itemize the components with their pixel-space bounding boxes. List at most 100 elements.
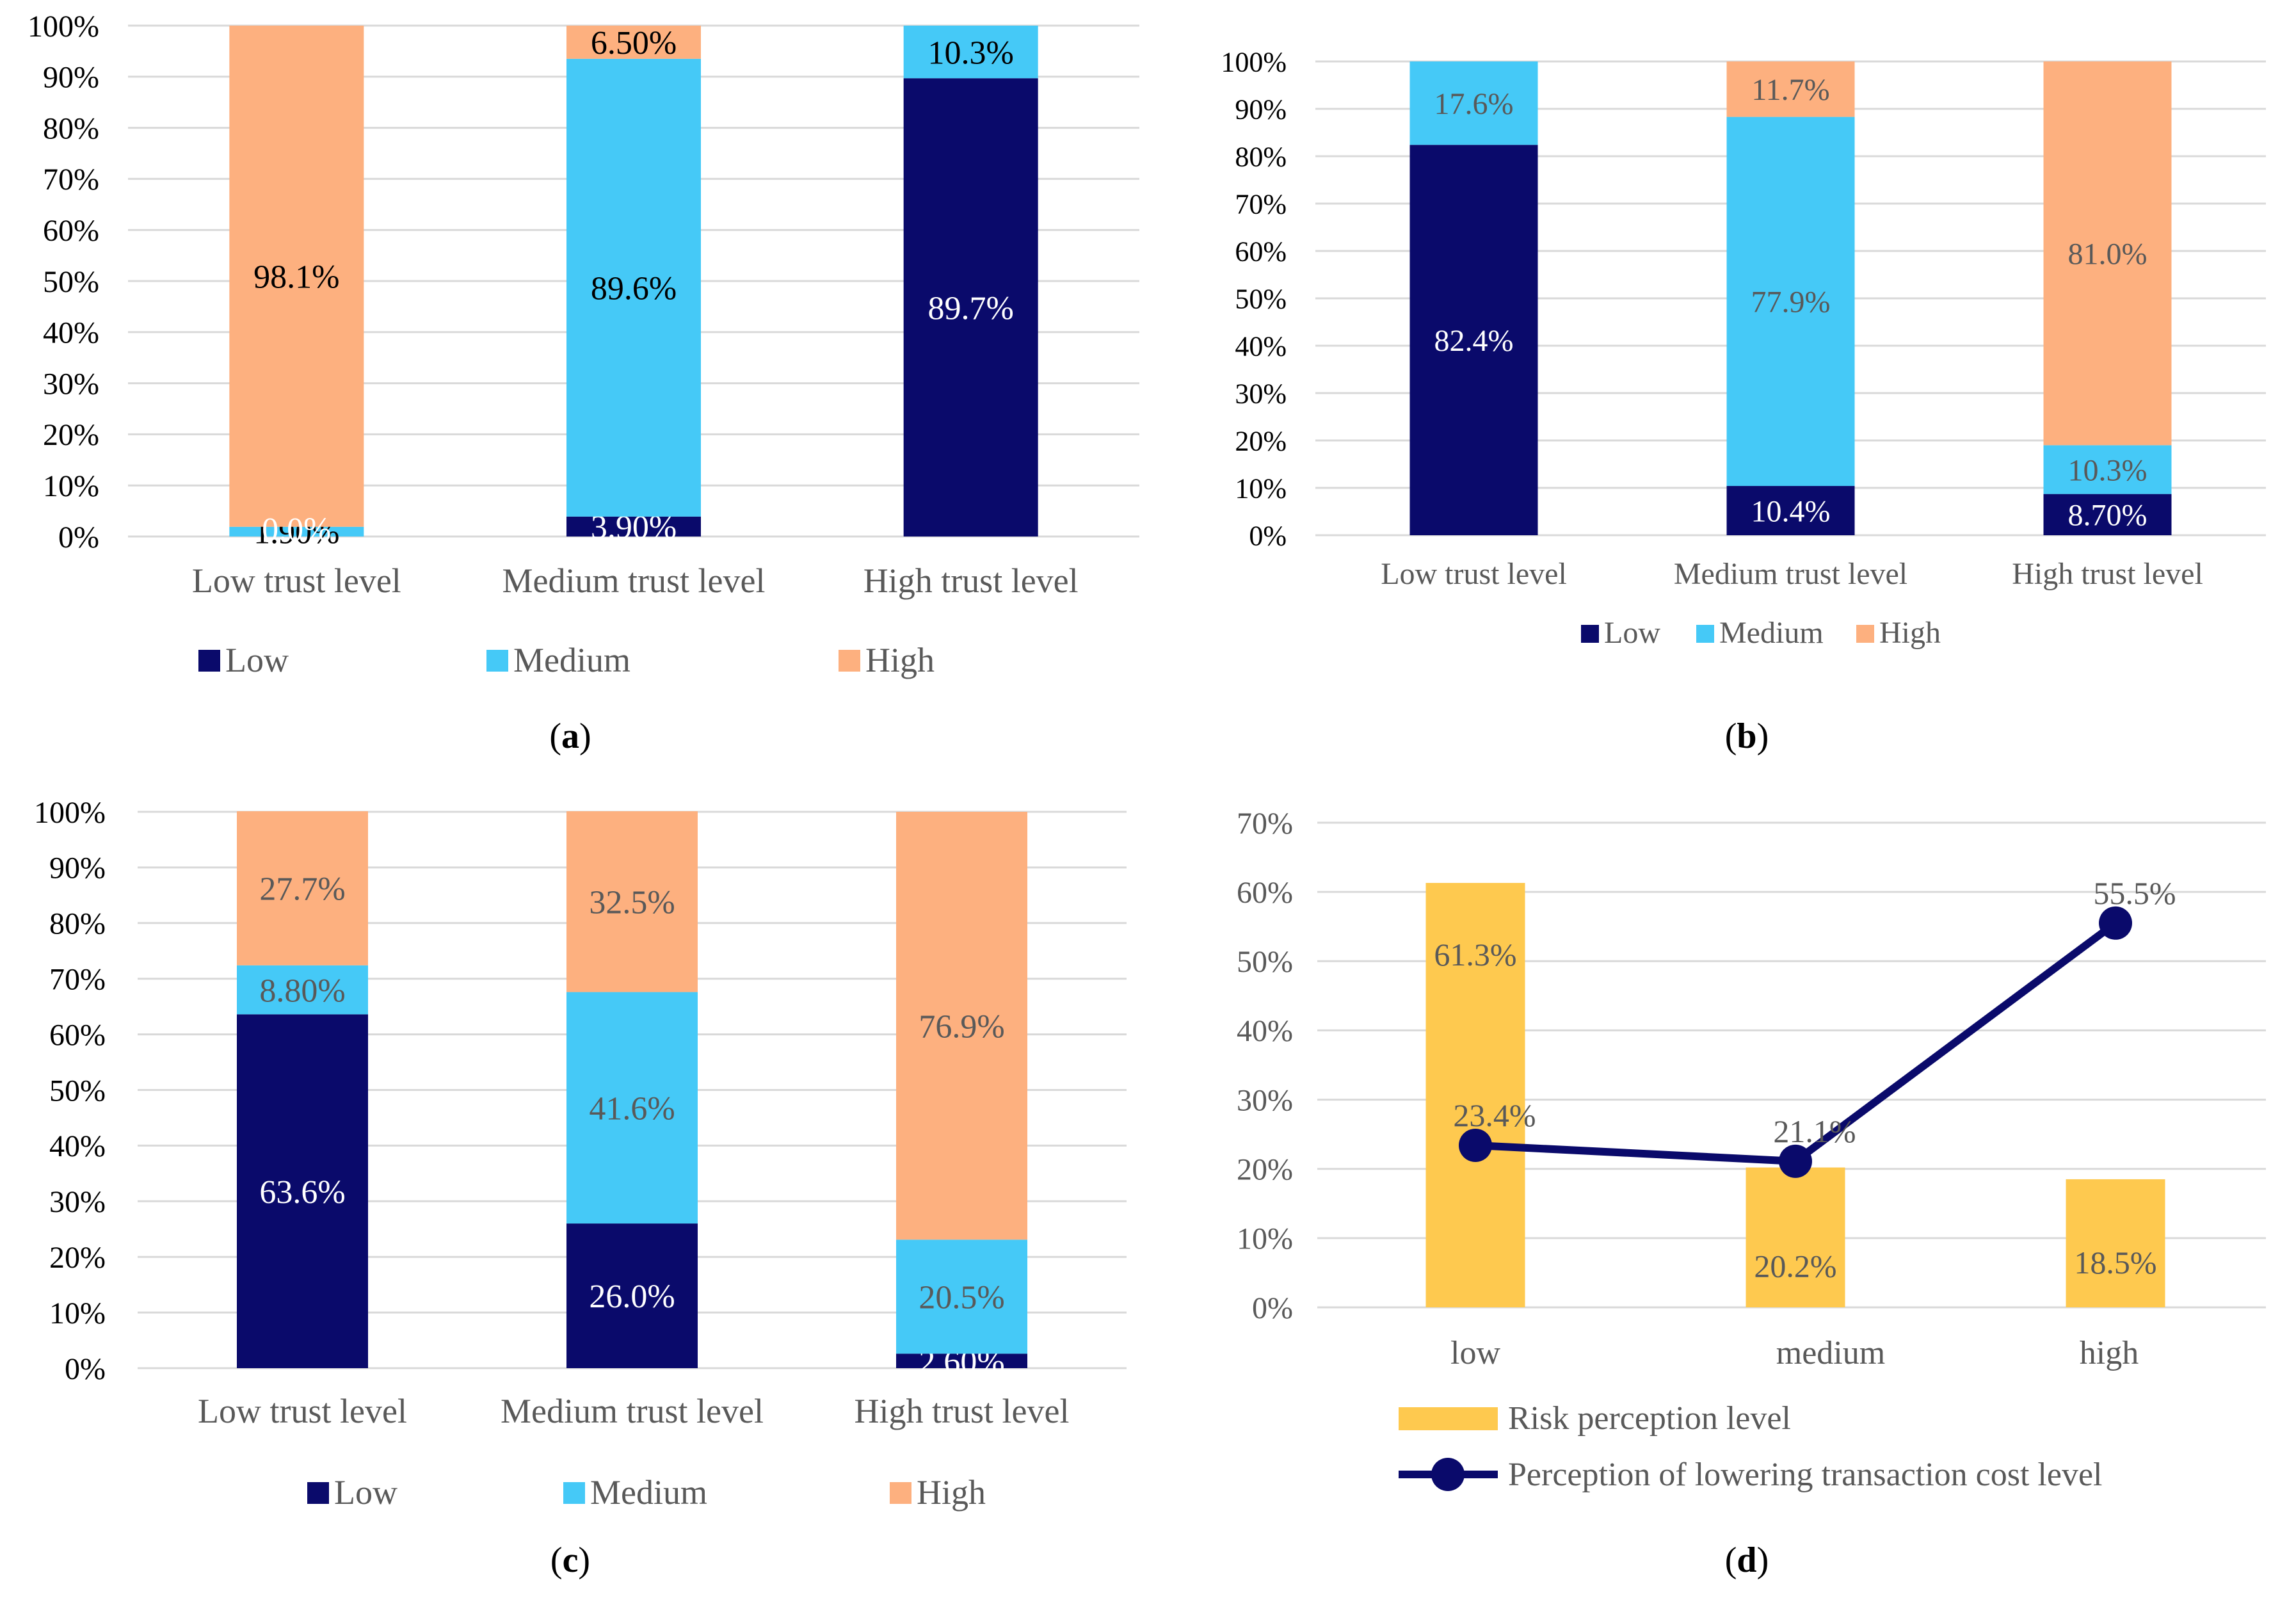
chart-d-legend-marker — [1431, 1458, 1465, 1491]
chart-d-line-label: 55.5% — [2093, 875, 2176, 911]
chart-a-data-label: 6.50% — [591, 25, 677, 61]
chart-c-data-label: 32.5% — [589, 885, 675, 921]
chart-d-category-label: medium — [1776, 1335, 1885, 1371]
chart-a-ytick-label: 90% — [43, 61, 99, 95]
chart-c-data-label: 63.6% — [259, 1174, 345, 1211]
chart-d-line-label: 21.1% — [1773, 1113, 1856, 1149]
caption-a-letter: a — [561, 716, 579, 756]
chart-d-legend-label: Perception of lowering transaction cost … — [1508, 1457, 2102, 1493]
chart-c-data-label: 41.6% — [589, 1091, 675, 1127]
chart-a-ytick-label: 60% — [43, 214, 99, 248]
chart-c-legend-label: High — [917, 1473, 986, 1512]
chart-c-bar-high-0 — [237, 811, 368, 965]
chart-a-ytick-label: 80% — [43, 111, 99, 145]
chart-c-ytick-label: 90% — [49, 851, 106, 885]
chart-d-data-label: 18.5% — [2074, 1245, 2156, 1280]
chart-d-line-point-1 — [1779, 1144, 1812, 1178]
caption-d-letter: d — [1737, 1540, 1757, 1580]
chart-b-legend-swatch-low — [1581, 625, 1599, 643]
chart-c-bar-high-2 — [896, 812, 1027, 1240]
caption-b: (b) — [1724, 716, 1769, 756]
chart-b-data-label: 10.4% — [1751, 494, 1831, 528]
chart-c-bar-medium-1 — [566, 992, 698, 1224]
chart-a-ytick-label: 70% — [43, 163, 99, 197]
chart-c-legend-swatch-medium — [563, 1482, 585, 1504]
chart-a-legend-label: Low — [225, 641, 289, 679]
chart-a-legend-swatch-high — [839, 650, 860, 672]
chart-d-line-label: 23.4% — [1453, 1097, 1536, 1133]
chart-b-legend-swatch-medium — [1696, 625, 1714, 643]
chart-d-legend-swatch-risk — [1399, 1407, 1498, 1430]
chart-b-ytick-label: 90% — [1235, 93, 1287, 125]
chart-a-ytick-label: 50% — [43, 265, 99, 299]
chart-a-ytick-label: 40% — [43, 316, 99, 350]
chart-c-data-label: 26.0% — [589, 1279, 675, 1315]
chart-c-legend-swatch-high — [890, 1482, 911, 1504]
chart-a-bar-low-2 — [903, 78, 1038, 537]
chart-a-category-label: Low trust level — [192, 561, 401, 600]
chart-b-data-label: 77.9% — [1751, 286, 1831, 319]
chart-b-bar-medium-2 — [2043, 445, 2172, 494]
chart-b-ytick-label: 100% — [1221, 46, 1287, 77]
chart-a-ytick-label: 100% — [28, 10, 99, 44]
caption-a: (a) — [549, 716, 591, 756]
chart-c-legend-label: Medium — [590, 1473, 707, 1512]
chart-d-line-point-0 — [1459, 1128, 1492, 1162]
chart-a-ytick-label: 10% — [43, 469, 99, 503]
chart-d-bar-risk-1 — [1746, 1167, 1845, 1307]
chart-a-ytick-label: 30% — [43, 367, 99, 401]
chart-d-ytick-label: 20% — [1237, 1153, 1293, 1187]
chart-b-bar-medium-1 — [1726, 117, 1855, 487]
chart-d-category-label: low — [1450, 1335, 1500, 1371]
chart-b-legend-label: Low — [1604, 616, 1660, 650]
chart-c-category-label: High trust level — [855, 1392, 1070, 1430]
chart-a-legend-swatch-medium — [486, 650, 508, 672]
chart-a-bar-low-1 — [566, 516, 701, 537]
chart-b-bar-low-2 — [2043, 494, 2172, 535]
chart-c-ytick-label: 100% — [34, 796, 106, 830]
chart-a-category-label: High trust level — [863, 561, 1079, 600]
chart-b-bar-low-0 — [1409, 145, 1538, 536]
chart-d-legend-label: Risk perception level — [1508, 1400, 1791, 1437]
chart-b-ytick-label: 60% — [1235, 236, 1287, 267]
chart-c-ytick-label: 20% — [49, 1241, 106, 1275]
chart-a-legend-label: Medium — [513, 641, 630, 679]
chart-a-data-label: 10.3% — [928, 35, 1014, 71]
chart-a-ytick-label: 0% — [58, 521, 99, 554]
chart-b-ytick-label: 40% — [1235, 330, 1287, 362]
chart-b-ytick-label: 50% — [1235, 283, 1287, 314]
chart-b-legend-swatch-high — [1856, 625, 1874, 643]
caption-c: (c) — [550, 1540, 591, 1580]
chart-a-bar-high-1 — [566, 26, 701, 59]
chart-c-bar-low-0 — [237, 1014, 368, 1368]
chart-d-ytick-label: 70% — [1237, 807, 1293, 841]
chart-c-category-label: Low trust level — [198, 1392, 407, 1430]
chart-b-bar-medium-0 — [1409, 61, 1538, 145]
caption-c-letter: c — [562, 1540, 579, 1580]
chart-c-ytick-label: 80% — [49, 907, 106, 941]
chart-b-data-label: 8.70% — [2068, 499, 2147, 533]
chart-a-category-label: Medium trust level — [502, 561, 766, 600]
chart-b-ytick-label: 30% — [1235, 378, 1287, 409]
chart-b-data-label: 10.3% — [2068, 453, 2147, 487]
chart-c-ytick-label: 10% — [49, 1296, 106, 1330]
chart-a-bar-medium-1 — [566, 58, 701, 517]
chart-a-bar-medium-0 — [229, 526, 364, 537]
chart-a-data-label: 89.6% — [591, 271, 677, 307]
chart-a-bar-medium-2 — [903, 26, 1038, 79]
chart-b-data-label: 82.4% — [1434, 324, 1514, 358]
chart-d-ytick-label: 30% — [1237, 1083, 1293, 1117]
chart-b-bar-high-1 — [1726, 61, 1855, 117]
chart-c-bar-low-1 — [566, 1223, 698, 1368]
chart-d-ytick-label: 60% — [1237, 876, 1293, 910]
chart-b-ytick-label: 80% — [1235, 141, 1287, 172]
chart-b-bar-high-2 — [2043, 61, 2172, 446]
chart-c-data-label: 20.5% — [919, 1280, 1004, 1316]
chart-d-line-point-2 — [2099, 906, 2132, 940]
chart-b-data-label: 17.6% — [1434, 87, 1514, 121]
chart-d-ytick-label: 40% — [1237, 1014, 1293, 1048]
chart-c-ytick-label: 30% — [49, 1185, 106, 1219]
chart-b-ytick-label: 20% — [1235, 425, 1287, 456]
chart-c-ytick-label: 0% — [65, 1352, 106, 1386]
